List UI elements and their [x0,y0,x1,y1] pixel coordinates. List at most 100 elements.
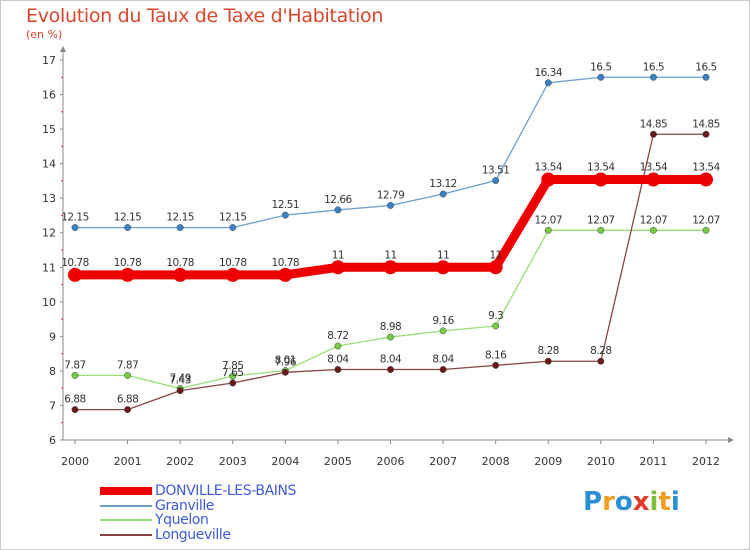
data-point [334,342,342,350]
data-label: 16.5 [643,61,664,73]
x-tick-label: 2012 [692,455,720,468]
y-tick-label: 8 [49,365,56,378]
data-point [124,224,132,231]
data-point [229,224,237,231]
data-point [387,201,394,209]
data-label: 9.3 [488,310,503,322]
data-label: 13.54 [534,162,562,174]
y-tick-label: 6 [49,434,56,447]
data-label: 13.54 [587,162,615,174]
data-point [229,372,237,380]
data-point [702,226,710,234]
y-tick-label: 16 [42,89,56,102]
data-point [387,366,394,373]
legend-item: Longueville [100,528,296,543]
x-tick-label: 2006 [377,455,405,468]
series-lines [68,73,713,414]
y-tick-label: 12 [42,227,56,240]
data-point [649,73,657,81]
data-point [492,322,500,330]
data-label: 11 [489,249,501,261]
data-label: 7.87 [64,359,85,371]
data-point [593,172,608,187]
data-point [646,172,661,187]
data-point [334,206,342,214]
data-label: 8.98 [380,321,401,333]
logo-letter: i [670,487,680,517]
data-label: 12.15 [114,212,142,224]
x-tick-label: 2002 [166,455,194,468]
data-label: 7.85 [222,360,243,372]
data-label: 11 [437,249,449,261]
data-label: 8.04 [327,354,349,366]
data-point [330,260,345,275]
data-label: 7.87 [117,359,138,371]
data-label: 10.78 [114,257,142,269]
data-point [439,366,447,373]
data-point [281,211,289,219]
data-point [124,371,132,379]
data-label: 12.15 [61,212,89,224]
data-label: 13.51 [482,165,510,177]
y-tick-label: 15 [42,123,56,136]
data-point [120,267,135,282]
x-tick-label: 2005 [324,455,352,468]
y-tick-label: 17 [42,54,56,67]
data-label: 10.78 [272,257,300,269]
data-label: 12.15 [166,212,194,224]
data-label: 11 [332,249,344,261]
x-tick-label: 2004 [271,455,299,468]
data-label: 7.43 [169,375,190,387]
data-point [544,79,552,87]
y-tick-label: 9 [49,330,56,343]
data-point [334,366,342,373]
chart-title: Evolution du Taux de Taxe d'Habitation [26,5,384,27]
data-label: 12.07 [587,214,615,226]
axes: 6 7 8 9 10 11 12 13 14 15 16 17 2000 2001 2002 2003 2004… [42,46,734,468]
data-label: 13.54 [640,162,668,174]
data-label: 12.15 [219,212,247,224]
data-point [702,73,710,81]
data-point [597,357,605,365]
data-point [173,267,188,282]
data-label: 9.16 [432,315,454,327]
legend-swatch [100,487,152,496]
y-tick-label: 11 [42,261,56,274]
data-point [597,226,605,234]
x-tick-label: 2010 [587,455,615,468]
legend-swatch [100,504,152,507]
legend-item: Yquelon [100,513,296,528]
logo-letter: P [583,487,603,517]
data-label: 10.78 [61,257,89,269]
data-label: 8.01 [275,355,296,367]
logo-letter: x [632,487,650,517]
data-point [492,361,500,369]
data-label: 16.5 [695,61,716,73]
y-tick-label: 10 [42,296,56,309]
data-point [439,190,447,198]
data-label: 8.28 [590,345,611,357]
data-point [488,260,503,275]
legend-label: Granville [155,497,215,514]
data-label: 12.07 [640,214,668,226]
data-point [225,267,240,282]
data-label: 14.85 [692,118,720,130]
x-tick-label: 2000 [61,455,89,468]
data-point [229,379,237,387]
data-label: 13.12 [429,178,457,190]
logo-letter: i [649,487,659,517]
logo-letter: r [602,487,615,517]
data-point [124,406,132,414]
data-label: 12.07 [692,214,720,226]
data-label: 12.66 [324,194,352,206]
data-point [281,368,289,376]
data-point [71,371,79,379]
x-tick-label: 2003 [219,455,247,468]
data-labels: 10.78 10.78 10.78 10.78 10.78 11 11 11 11 13.54 13… [61,61,721,405]
data-point [702,130,710,138]
data-label: 10.78 [219,257,247,269]
data-point [649,226,657,234]
y-tick-label: 13 [42,192,56,205]
data-label: 10.78 [166,257,194,269]
